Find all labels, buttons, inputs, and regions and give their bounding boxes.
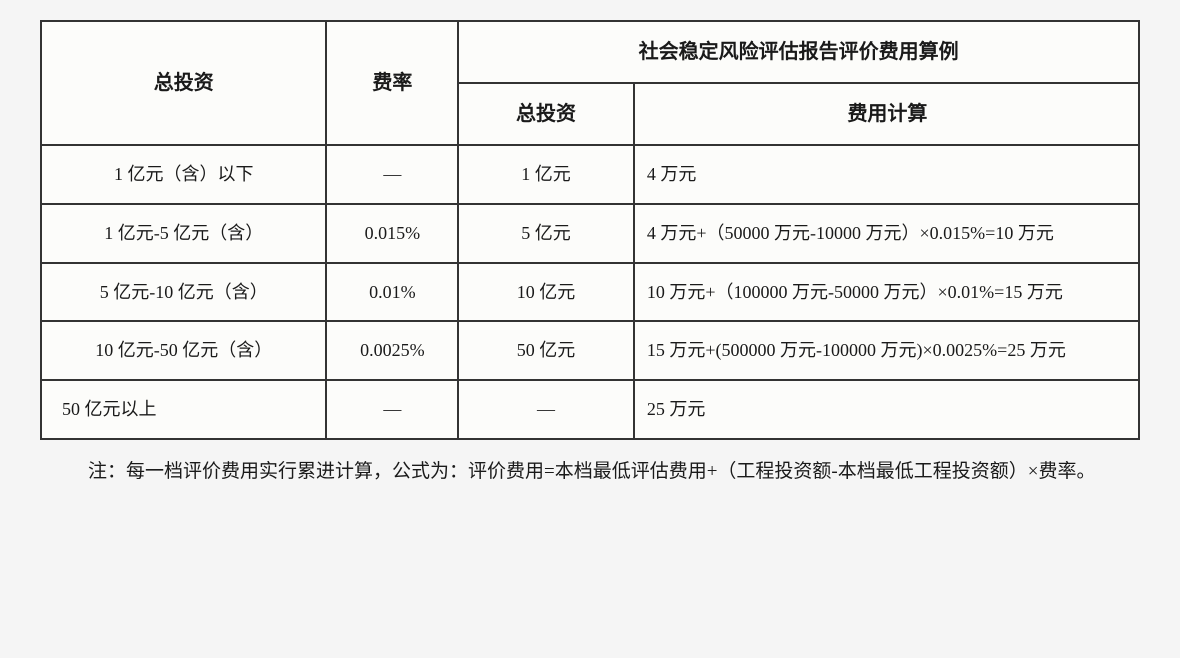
cell-rate: 0.0025% bbox=[326, 321, 458, 380]
table-row: 5 亿元-10 亿元（含） 0.01% 10 亿元 10 万元+（100000 … bbox=[41, 263, 1139, 322]
cell-calc: 15 万元+(500000 万元-100000 万元)×0.0025%=25 万… bbox=[634, 321, 1139, 380]
cell-calc: 10 万元+（100000 万元-50000 万元）×0.01%=15 万元 bbox=[634, 263, 1139, 322]
cell-example-total: 10 亿元 bbox=[458, 263, 634, 322]
cell-rate: 0.015% bbox=[326, 204, 458, 263]
table-row: 10 亿元-50 亿元（含） 0.0025% 50 亿元 15 万元+(5000… bbox=[41, 321, 1139, 380]
cell-invest: 1 亿元-5 亿元（含） bbox=[41, 204, 326, 263]
cell-calc: 4 万元+（50000 万元-10000 万元）×0.015%=10 万元 bbox=[634, 204, 1139, 263]
table-row: 1 亿元（含）以下 — 1 亿元 4 万元 bbox=[41, 145, 1139, 204]
cell-invest: 10 亿元-50 亿元（含） bbox=[41, 321, 326, 380]
cell-calc: 4 万元 bbox=[634, 145, 1139, 204]
cell-invest: 50 亿元以上 bbox=[41, 380, 326, 439]
header-total-investment: 总投资 bbox=[41, 21, 326, 145]
table-row: 50 亿元以上 — — 25 万元 bbox=[41, 380, 1139, 439]
header-example-total: 总投资 bbox=[458, 83, 634, 145]
fee-calculation-table: 总投资 费率 社会稳定风险评估报告评价费用算例 总投资 费用计算 1 亿元（含）… bbox=[40, 20, 1140, 440]
cell-invest: 1 亿元（含）以下 bbox=[41, 145, 326, 204]
cell-example-total: 50 亿元 bbox=[458, 321, 634, 380]
footnote-text: 注：每一档评价费用实行累进计算，公式为：评价费用=本档最低评估费用+（工程投资额… bbox=[78, 454, 1140, 490]
cell-example-total: — bbox=[458, 380, 634, 439]
cell-example-total: 5 亿元 bbox=[458, 204, 634, 263]
cell-rate: 0.01% bbox=[326, 263, 458, 322]
header-calc: 费用计算 bbox=[634, 83, 1139, 145]
cell-rate: — bbox=[326, 380, 458, 439]
header-rate: 费率 bbox=[326, 21, 458, 145]
header-example-group: 社会稳定风险评估报告评价费用算例 bbox=[458, 21, 1139, 83]
cell-invest: 5 亿元-10 亿元（含） bbox=[41, 263, 326, 322]
cell-rate: — bbox=[326, 145, 458, 204]
cell-calc: 25 万元 bbox=[634, 380, 1139, 439]
table-row: 1 亿元-5 亿元（含） 0.015% 5 亿元 4 万元+（50000 万元-… bbox=[41, 204, 1139, 263]
cell-example-total: 1 亿元 bbox=[458, 145, 634, 204]
